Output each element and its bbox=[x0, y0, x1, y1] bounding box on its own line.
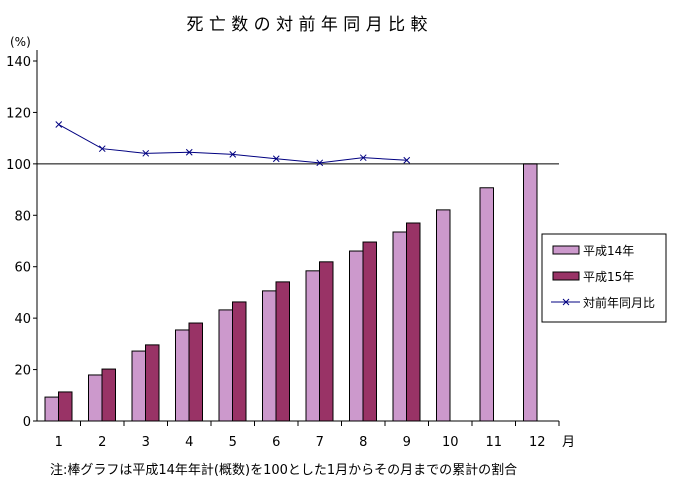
bar-h15-3 bbox=[145, 344, 160, 422]
bar-h15-6 bbox=[275, 281, 290, 422]
legend-label: 対前年同月比 bbox=[583, 295, 655, 310]
y-tick-label: 0 bbox=[23, 415, 31, 430]
y-tick-label: 80 bbox=[14, 209, 31, 224]
line-marker-2 bbox=[98, 145, 106, 153]
legend-marker-x bbox=[562, 298, 570, 306]
line-marker-6 bbox=[272, 155, 280, 163]
bar-h14-1 bbox=[44, 396, 59, 422]
x-axis-label: 月 bbox=[562, 435, 575, 450]
x-tick-label: 7 bbox=[316, 435, 324, 450]
bar-h14-2 bbox=[88, 374, 103, 422]
bar-h14-9 bbox=[392, 231, 407, 422]
line-marker-4 bbox=[185, 148, 193, 156]
line-marker-3 bbox=[142, 149, 150, 157]
bar-h14-4 bbox=[175, 329, 190, 422]
x-tick-label: 4 bbox=[185, 435, 193, 450]
line-marker-9 bbox=[403, 156, 411, 164]
line-series bbox=[58, 124, 407, 164]
line-marker-7 bbox=[316, 159, 324, 167]
x-tick-label: 6 bbox=[272, 435, 280, 450]
legend-label: 平成14年 bbox=[583, 244, 634, 258]
bar-h14-3 bbox=[131, 350, 146, 422]
x-tick-label: 3 bbox=[142, 435, 150, 450]
x-tick-label: 2 bbox=[98, 435, 106, 450]
bar-h14-7 bbox=[305, 270, 320, 422]
x-tick-label: 9 bbox=[403, 435, 411, 450]
legend-label: 平成15年 bbox=[583, 270, 634, 284]
bar-h15-8 bbox=[362, 241, 377, 422]
y-axis-label: (%) bbox=[10, 35, 31, 49]
bar-h14-5 bbox=[218, 309, 233, 422]
x-tick-label: 12 bbox=[529, 435, 546, 450]
bar-h15-2 bbox=[101, 368, 116, 422]
x-tick-label: 10 bbox=[442, 435, 459, 450]
chart-title: 死 亡 数 の 対 前 年 同 月 比 較 bbox=[186, 15, 427, 35]
bar-h14-10 bbox=[436, 209, 451, 422]
x-tick-label: 11 bbox=[485, 435, 502, 450]
legend-swatch bbox=[552, 245, 580, 255]
y-tick-label: 20 bbox=[14, 364, 31, 379]
bar-h15-9 bbox=[406, 222, 421, 422]
legend-swatch bbox=[552, 271, 580, 281]
x-tick-label: 8 bbox=[359, 435, 367, 450]
y-tick-label: 40 bbox=[14, 312, 31, 327]
bar-h14-11 bbox=[479, 187, 494, 422]
bar-h14-12 bbox=[523, 163, 538, 422]
line-marker-8 bbox=[359, 154, 367, 162]
y-tick-label: 120 bbox=[6, 106, 31, 121]
bar-h15-4 bbox=[188, 322, 203, 422]
bar-h14-6 bbox=[262, 290, 277, 422]
line-marker-1 bbox=[55, 121, 63, 128]
bar-h15-7 bbox=[319, 261, 334, 422]
bar-h15-5 bbox=[232, 301, 247, 422]
y-tick-label: 60 bbox=[14, 261, 31, 276]
bar-h15-1 bbox=[58, 391, 73, 422]
line-marker-5 bbox=[229, 150, 237, 158]
y-tick-label: 100 bbox=[6, 158, 31, 173]
x-tick-label: 5 bbox=[229, 435, 237, 450]
y-tick-label: 140 bbox=[6, 55, 31, 70]
bar-h14-8 bbox=[349, 250, 364, 422]
footnote: 注:棒グラフは平成14年年計(概数)を100とした1月からその月までの累計の割合 bbox=[50, 462, 517, 478]
x-tick-label: 1 bbox=[55, 435, 63, 450]
